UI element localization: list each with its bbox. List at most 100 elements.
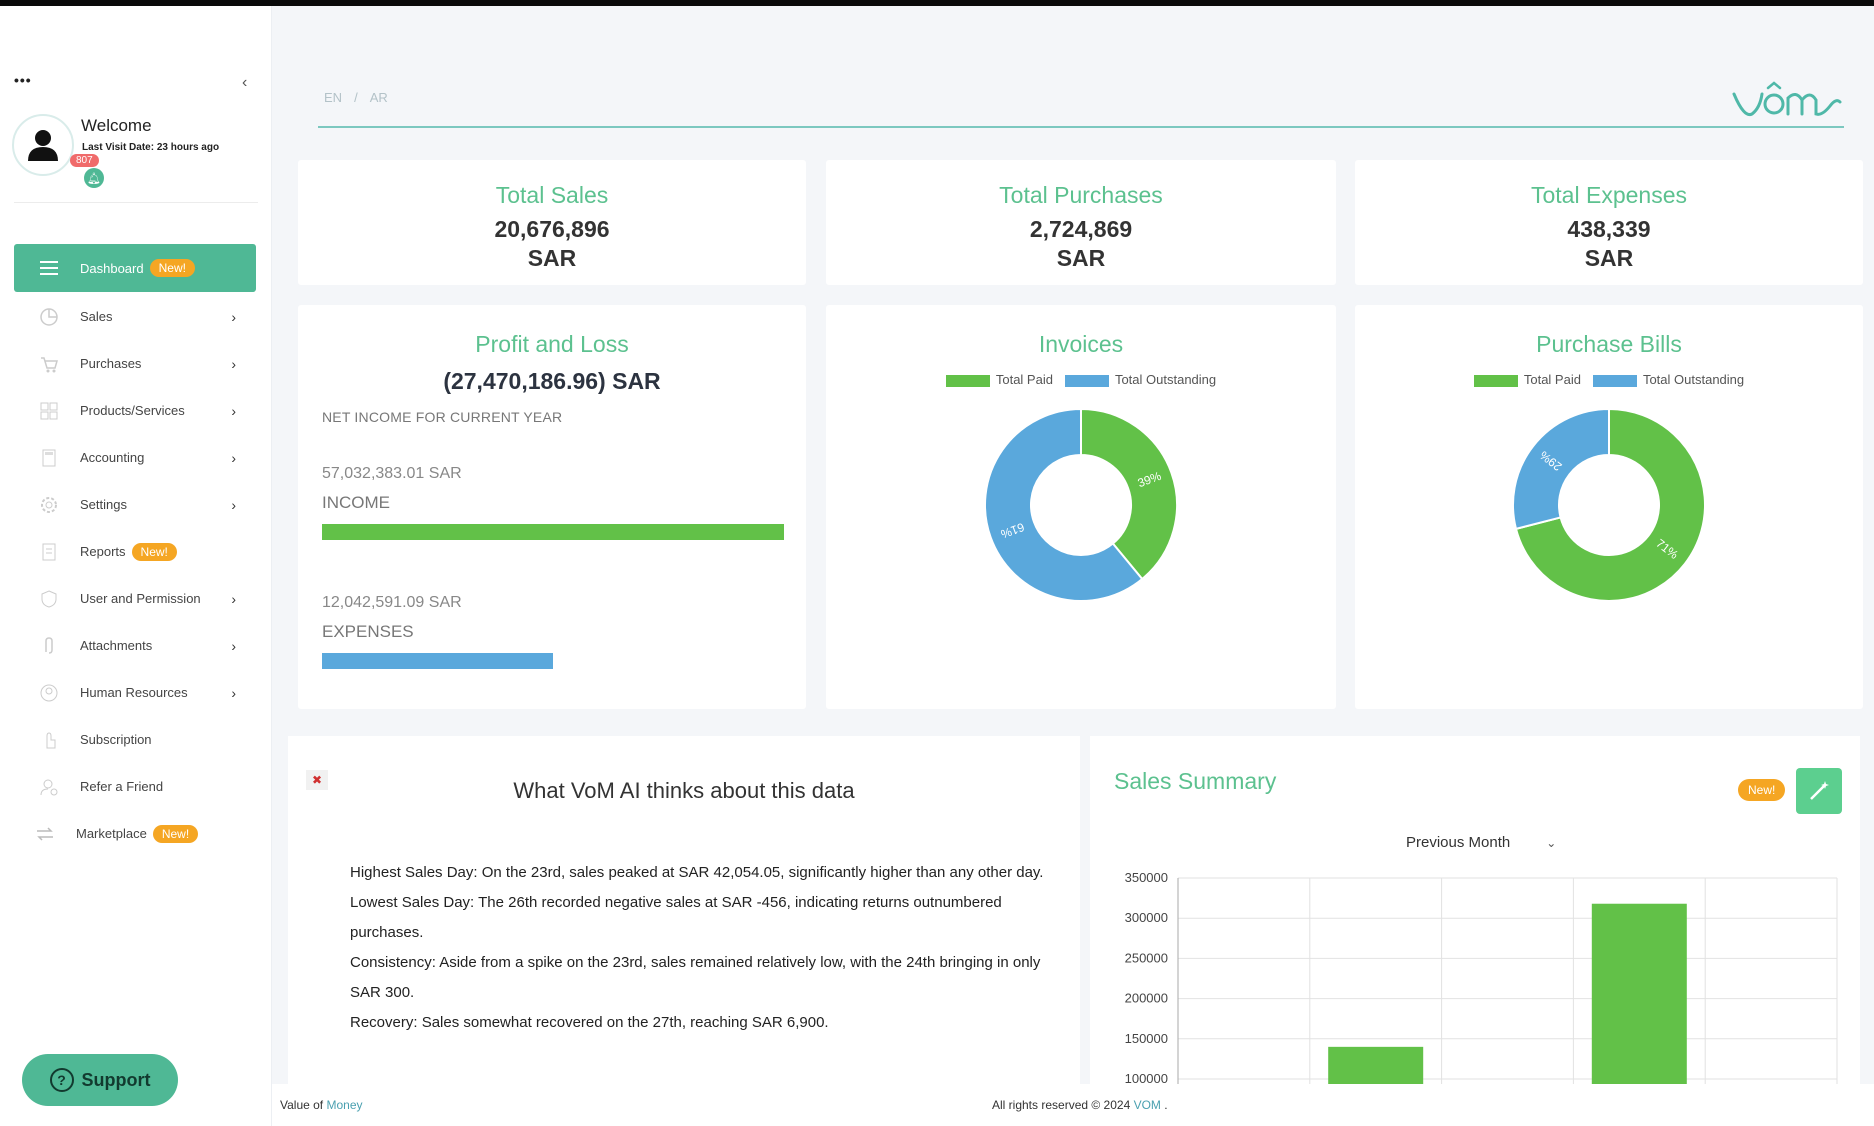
header-divider bbox=[318, 126, 1844, 128]
new-badge: New! bbox=[152, 824, 199, 843]
sidebar-item-subscription[interactable]: Subscription bbox=[14, 716, 256, 763]
y-tick-label: 250000 bbox=[1125, 950, 1168, 965]
donut-slice-outstanding[interactable] bbox=[984, 407, 1144, 602]
total-expenses-card[interactable]: Total Expenses 438,339 SAR bbox=[1355, 160, 1863, 285]
footer-copyright-prefix: All rights reserved © 2024 bbox=[992, 1098, 1131, 1112]
new-badge: New! bbox=[149, 259, 195, 277]
gear-icon bbox=[38, 494, 60, 516]
last-visit-date: Last Visit Date: 23 hours ago bbox=[82, 142, 220, 153]
footer-tagline-prefix: Value of bbox=[280, 1098, 324, 1112]
sidebar-item-reports[interactable]: Reports New! bbox=[14, 528, 256, 575]
invoices-donut-chart: 39%61% bbox=[984, 407, 1178, 602]
total-expenses-value: 438,339 bbox=[1567, 216, 1651, 242]
sidebar-item-user-permission[interactable]: User and Permission › bbox=[14, 575, 256, 622]
total-purchases-card[interactable]: Total Purchases 2,724,869 SAR bbox=[826, 160, 1336, 285]
ai-insight-line: Lowest Sales Day: The 26th recorded nega… bbox=[350, 894, 1002, 941]
sidebar-item-human-resources[interactable]: Human Resources › bbox=[14, 669, 256, 716]
expenses-label: EXPENSES bbox=[322, 622, 414, 641]
footer-tagline: Value of Money bbox=[280, 1098, 363, 1112]
footer-money-link[interactable]: Money bbox=[326, 1098, 363, 1112]
new-badge: New! bbox=[1738, 779, 1786, 801]
bar[interactable] bbox=[1328, 1046, 1424, 1084]
legend-paid[interactable]: Total Paid bbox=[945, 372, 1053, 387]
y-tick-label: 200000 bbox=[1125, 991, 1168, 1006]
close-icon[interactable]: ✖ bbox=[306, 770, 328, 790]
sidebar-item-label: Accounting bbox=[80, 450, 145, 465]
invoices-card[interactable]: Invoices Total Paid Total Outstanding 39… bbox=[826, 305, 1336, 709]
card-title: Purchase Bills bbox=[1536, 331, 1682, 357]
sidebar-divider bbox=[14, 202, 258, 203]
vom-logo[interactable] bbox=[1730, 78, 1846, 127]
donut-slice-outstanding[interactable] bbox=[1512, 407, 1610, 531]
user-icon bbox=[28, 130, 58, 161]
sidebar-item-label: Products/Services bbox=[80, 403, 185, 418]
chevron-right-icon: › bbox=[231, 355, 236, 372]
card-title: Total Sales bbox=[495, 182, 609, 208]
chart-legend: Total Paid Total Outstanding bbox=[1355, 372, 1863, 387]
sidebar-item-refer-friend[interactable]: Refer a Friend bbox=[14, 763, 256, 810]
ai-panel-title: What VoM AI thinks about this data bbox=[513, 778, 855, 803]
lang-ar-link[interactable]: AR bbox=[369, 90, 388, 105]
chevron-right-icon: › bbox=[231, 402, 236, 419]
notification-bell-icon[interactable]: 🔔︎ bbox=[84, 168, 104, 188]
total-sales-card[interactable]: Total Sales 20,676,896 SAR bbox=[298, 160, 806, 285]
magic-wand-icon bbox=[1810, 781, 1829, 800]
sidebar-item-accounting[interactable]: Accounting › bbox=[14, 434, 256, 481]
shield-icon bbox=[38, 588, 60, 610]
collapse-sidebar-icon[interactable]: ‹ bbox=[242, 74, 248, 91]
menu-icon bbox=[38, 257, 60, 279]
sidebar-item-sales[interactable]: Sales › bbox=[14, 293, 256, 340]
period-select[interactable]: Previous Month ⌄ bbox=[1406, 834, 1556, 851]
notification-count-badge: 807 bbox=[70, 154, 99, 167]
legend-paid-label: Total Paid bbox=[1523, 372, 1581, 387]
sidebar-item-settings[interactable]: Settings › bbox=[14, 481, 256, 528]
card-value: 2,724,869 SAR bbox=[826, 215, 1336, 273]
ai-insight-line: Recovery: Sales somewhat recovered on th… bbox=[350, 1014, 829, 1031]
purchase-bills-card[interactable]: Purchase Bills Total Paid Total Outstand… bbox=[1355, 305, 1863, 709]
profit-loss-card[interactable]: Profit and Loss (27,470,186.96) SAR NET … bbox=[298, 305, 806, 709]
avatar[interactable] bbox=[12, 114, 74, 176]
legend-paid[interactable]: Total Paid bbox=[1473, 372, 1581, 387]
lang-en-link[interactable]: EN bbox=[324, 90, 343, 105]
ai-insight-line: Consistency: Aside from a spike on the 2… bbox=[350, 954, 1041, 1001]
sidebar-item-label: Reports bbox=[80, 544, 126, 559]
sidebar-item-dashboard[interactable]: Dashboard New! bbox=[14, 244, 256, 292]
income-amount: 57,032,383.01 SAR bbox=[322, 465, 462, 482]
sidebar-nav: Dashboard New! Sales › Purchases › Produ… bbox=[14, 244, 256, 857]
footer-copyright-suffix: . bbox=[1164, 1098, 1168, 1112]
footer-copyright: All rights reserved © 2024 VOM . bbox=[992, 1098, 1168, 1112]
ai-insight-line: Highest Sales Day: On the 23rd, sales pe… bbox=[350, 864, 1044, 881]
legend-outstanding[interactable]: Total Outstanding bbox=[1592, 372, 1744, 387]
y-tick-label: 100000 bbox=[1125, 1071, 1168, 1084]
total-purchases-value: 2,724,869 bbox=[1029, 216, 1133, 242]
bar[interactable] bbox=[1591, 903, 1687, 1084]
income-bar bbox=[322, 524, 784, 540]
sidebar-item-attachments[interactable]: Attachments › bbox=[14, 622, 256, 669]
legend-outstanding[interactable]: Total Outstanding bbox=[1064, 372, 1216, 387]
sidebar: ••• ‹ Welcome Last Visit Date: 23 hours … bbox=[0, 6, 272, 1126]
sidebar-item-label: Subscription bbox=[80, 732, 152, 747]
lang-separator: / bbox=[354, 90, 358, 105]
currency-label: SAR bbox=[1056, 245, 1106, 271]
footer-vom-link[interactable]: VOM bbox=[1133, 1098, 1161, 1112]
donut-slice-paid[interactable] bbox=[1080, 407, 1178, 581]
user-refer-icon bbox=[38, 776, 60, 798]
hand-icon bbox=[38, 729, 60, 751]
support-label: Support bbox=[81, 1069, 151, 1090]
sidebar-item-purchases[interactable]: Purchases › bbox=[14, 340, 256, 387]
magic-wand-button[interactable] bbox=[1796, 768, 1842, 814]
grid-icon bbox=[38, 400, 60, 422]
donut-slice-paid[interactable] bbox=[1514, 407, 1706, 602]
sidebar-item-label: Human Resources bbox=[80, 685, 188, 700]
currency-label: SAR bbox=[527, 245, 577, 271]
net-income-value: (27,470,186.96) SAR bbox=[443, 368, 661, 394]
sidebar-item-products-services[interactable]: Products/Services › bbox=[14, 387, 256, 434]
total-sales-value: 20,676,896 bbox=[494, 216, 610, 242]
chevron-right-icon: › bbox=[231, 590, 236, 607]
card-value: 438,339 SAR bbox=[1355, 215, 1863, 273]
card-title: Invoices bbox=[1038, 331, 1124, 357]
currency-label: SAR bbox=[1584, 245, 1634, 271]
support-button[interactable]: ? Support bbox=[22, 1054, 178, 1106]
more-icon[interactable]: ••• bbox=[14, 72, 32, 88]
sidebar-item-marketplace[interactable]: Marketplace New! bbox=[14, 810, 256, 857]
